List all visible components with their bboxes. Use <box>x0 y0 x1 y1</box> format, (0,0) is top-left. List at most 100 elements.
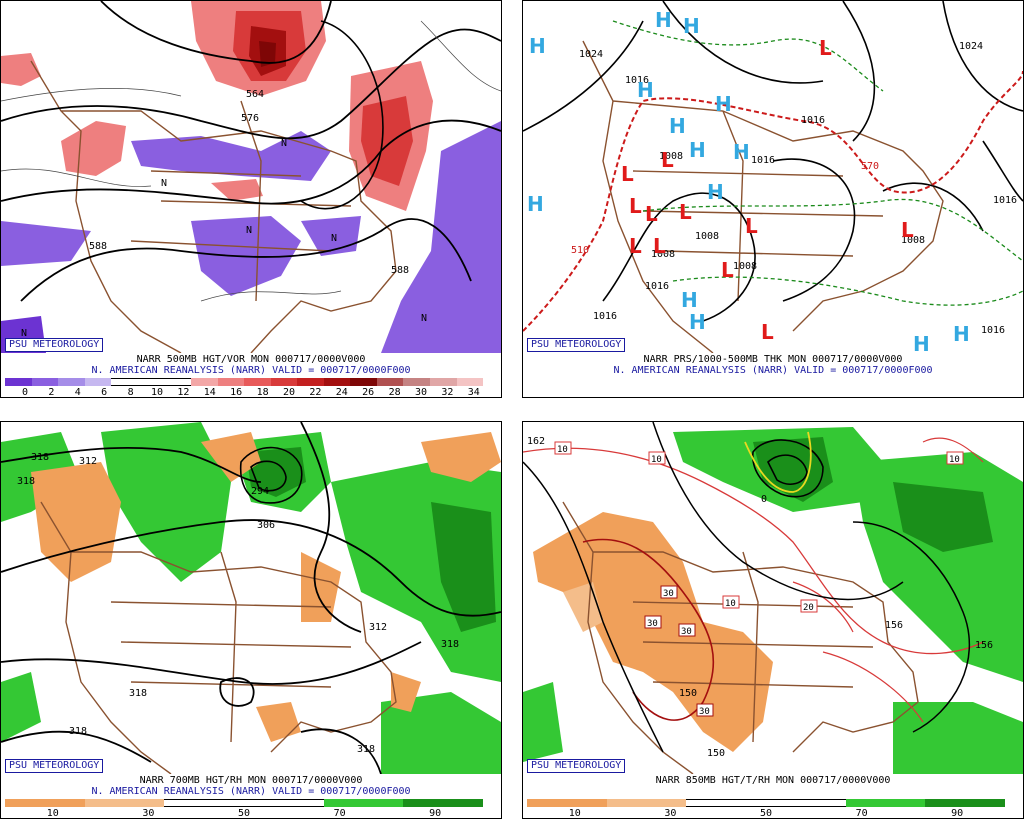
high-pressure-marker: H <box>715 92 732 116</box>
scale-tick-label: 10 <box>46 808 59 819</box>
pressure-label: 1008 <box>901 235 925 246</box>
scale-swatch <box>217 378 245 386</box>
pressure-label: 1016 <box>993 195 1017 206</box>
rh-area <box>421 432 501 482</box>
color-scale <box>527 799 1006 807</box>
height-contour <box>1 28 501 140</box>
low-pressure-marker: L <box>629 194 642 218</box>
map-850mb: 162 156 150 150 156 0 10 10 10 30 30 30 … <box>523 422 1023 774</box>
thickness-line <box>612 20 1023 306</box>
scale-swatch <box>244 799 324 807</box>
contour-label: 156 <box>975 640 993 651</box>
contour-label: 156 <box>885 620 903 631</box>
scale-swatch <box>5 799 85 807</box>
temp-contour <box>523 447 984 655</box>
contour-label: 162 <box>527 436 545 447</box>
vort-area <box>61 121 126 176</box>
scale-tick-label: 4 <box>74 387 81 398</box>
rh-area <box>893 482 993 552</box>
low-pressure-marker: L <box>621 162 634 186</box>
scale-tick-label: 50 <box>759 808 773 819</box>
vort-area <box>1 221 91 266</box>
high-pressure-marker: H <box>707 180 724 204</box>
scale-tick-label: 26 <box>362 387 375 398</box>
scale-tick-label: 18 <box>256 387 269 398</box>
contour-label: N <box>161 178 167 189</box>
panel-title: NARR 700MB HGT/RH MON 000717/0000V000 <box>139 775 363 786</box>
color-scale <box>5 799 484 807</box>
temp-label: 30 <box>647 619 658 629</box>
high-pressure-marker: H <box>733 140 750 164</box>
scale-swatch <box>270 378 298 386</box>
low-pressure-marker: L <box>679 200 692 224</box>
panel-850mb-temp-rh: 162 156 150 150 156 0 10 10 10 30 30 30 … <box>522 421 1024 819</box>
low-pressure-marker: L <box>645 202 658 226</box>
isobar <box>882 140 1023 232</box>
panel-title: NARR 500MB HGT/VOR MON 000717/0000V000 <box>136 354 366 365</box>
high-pressure-marker: H <box>689 310 706 334</box>
reanalysis-line: N. AMERICAN REANALYSIS (NARR) VALID = 00… <box>91 365 411 376</box>
scale-swatch <box>323 799 404 807</box>
scale-tick-label: 90 <box>429 808 442 819</box>
thickness-label: 510 <box>571 245 589 256</box>
thickness-label: 570 <box>861 161 879 172</box>
contour-label: 318 <box>69 726 87 737</box>
pressure-label: 1008 <box>659 151 683 162</box>
low-pressure-marker: L <box>819 36 832 60</box>
temp-label: 10 <box>651 455 662 465</box>
scale-tick-label: 10 <box>568 808 581 819</box>
scale-swatch <box>456 378 484 386</box>
isobar <box>772 158 856 302</box>
pressure-label: 1016 <box>751 155 775 166</box>
scale-tick-label: 90 <box>951 808 964 819</box>
contour-label: N <box>21 328 27 339</box>
scale-swatch <box>527 799 607 807</box>
height-contour <box>1 519 501 617</box>
reanalysis-line: N. AMERICAN REANALYSIS (NARR) VALID = 00… <box>613 365 933 376</box>
height-contour <box>300 20 384 210</box>
scale-tick-label: 70 <box>333 808 346 819</box>
scale-swatch <box>164 799 245 807</box>
contour-label: N <box>281 138 287 149</box>
scale-tick-label: 70 <box>855 808 868 819</box>
isotherm-zero <box>744 431 812 493</box>
temp-label: 20 <box>803 603 814 613</box>
contour-label: 0 <box>761 494 767 505</box>
vort-area <box>259 41 276 67</box>
pressure-label: 1016 <box>593 311 617 322</box>
scale-tick-label: 30 <box>664 808 677 819</box>
scale-swatch <box>323 378 351 386</box>
scale-swatch <box>403 799 484 807</box>
high-pressure-marker: H <box>527 192 544 216</box>
rh-area <box>893 702 1023 774</box>
scale-tick-label: 34 <box>467 387 480 398</box>
vort-area <box>1 53 41 86</box>
scale-swatch <box>766 799 846 807</box>
scale-tick-label: 22 <box>309 387 322 398</box>
contour-label: 588 <box>391 265 409 276</box>
contour-label: 564 <box>246 89 264 100</box>
scale-swatch <box>350 378 377 386</box>
map-700mb: 318 312 318 294 306 312 318 318 318 318 <box>1 422 501 774</box>
pressure-label: 1016 <box>801 115 825 126</box>
pressure-label: 1016 <box>645 281 669 292</box>
contour-label: N <box>246 225 252 236</box>
scale-tick-label: 8 <box>127 387 134 398</box>
scale-tick-label: 14 <box>203 387 216 398</box>
low-pressure-marker: L <box>661 148 674 172</box>
contour-label: 312 <box>369 622 387 633</box>
rh-area <box>1 672 41 742</box>
high-pressure-marker: H <box>953 322 970 346</box>
temp-contour <box>792 437 984 723</box>
temp-label: 30 <box>663 589 674 599</box>
scale-tick-label: 32 <box>441 387 454 398</box>
org-badge: PSU METEOROLOGY <box>5 338 104 352</box>
high-pressure-marker: H <box>913 332 930 353</box>
temp-contour <box>582 538 715 721</box>
rh-area <box>31 462 121 582</box>
contour-label: 318 <box>441 639 459 650</box>
pressure-label: 1008 <box>695 231 719 242</box>
panel-500mb-vorticity: 564 576 588 588 N N N N N N PSU METEOROL… <box>0 0 502 398</box>
scale-swatch <box>84 378 112 386</box>
scale-tick-label: 28 <box>388 387 401 398</box>
